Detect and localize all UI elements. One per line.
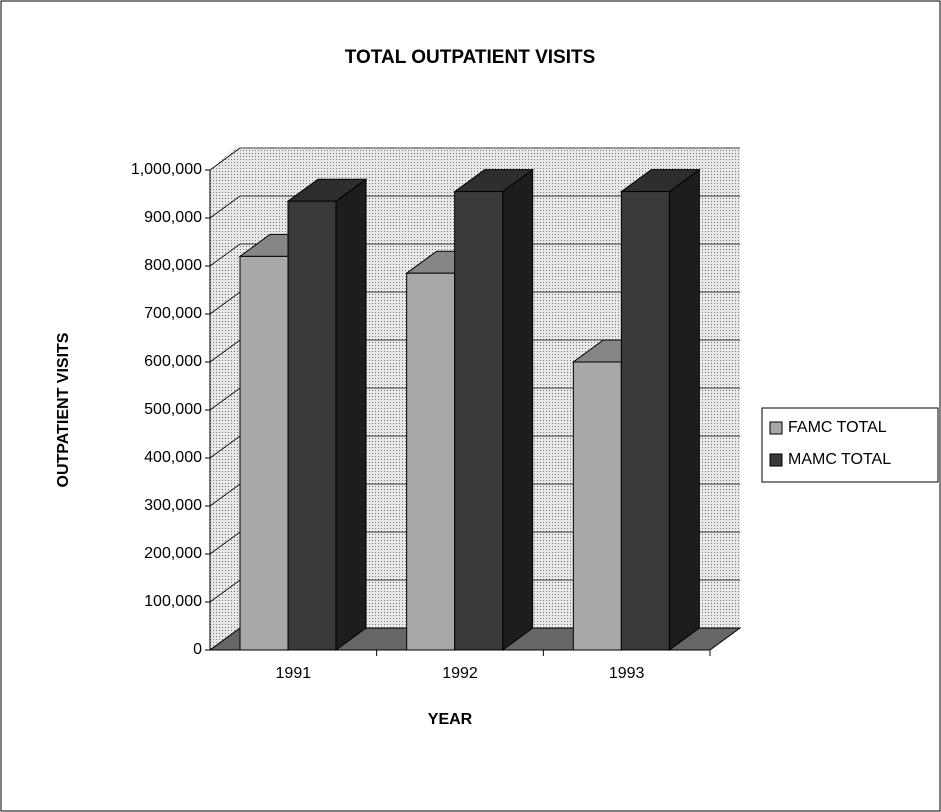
bar-side xyxy=(335,178,367,651)
chart-title: TOTAL OUTPATIENT VISITS xyxy=(345,47,596,68)
bar xyxy=(239,255,289,651)
y-tick-label: 0 xyxy=(193,641,202,658)
y-tick-label: 700,000 xyxy=(144,305,202,322)
y-tick-label: 100,000 xyxy=(144,593,202,610)
legend-swatch xyxy=(769,453,783,467)
y-tick-label: 800,000 xyxy=(144,257,202,274)
x-tick-label: 1991 xyxy=(276,665,312,682)
legend-label: MAMC TOTAL xyxy=(788,451,891,468)
grid-line xyxy=(209,195,740,219)
y-axis-label: OUTPATIENT VISITS xyxy=(55,332,72,487)
y-tick-label: 200,000 xyxy=(144,545,202,562)
legend xyxy=(761,407,939,483)
bar xyxy=(287,200,337,651)
y-tick-label: 600,000 xyxy=(144,353,202,370)
grid-line xyxy=(209,243,740,267)
bar xyxy=(620,191,670,651)
legend-label: FAMC TOTAL xyxy=(788,419,887,436)
y-tick-label: 300,000 xyxy=(144,497,202,514)
y-tick-label: 400,000 xyxy=(144,449,202,466)
bar xyxy=(454,191,504,651)
bar xyxy=(406,272,456,651)
bar xyxy=(572,361,622,651)
y-tick-label: 900,000 xyxy=(144,209,202,226)
legend-swatch xyxy=(769,421,783,435)
bar-side xyxy=(668,168,700,651)
y-tick-label: 1,000,000 xyxy=(131,161,202,178)
bar-side xyxy=(502,168,534,651)
x-tick-label: 1992 xyxy=(442,665,478,682)
x-tick-label: 1993 xyxy=(609,665,645,682)
y-tick-label: 500,000 xyxy=(144,401,202,418)
grid-line xyxy=(209,147,740,171)
x-axis-label: YEAR xyxy=(428,711,473,728)
